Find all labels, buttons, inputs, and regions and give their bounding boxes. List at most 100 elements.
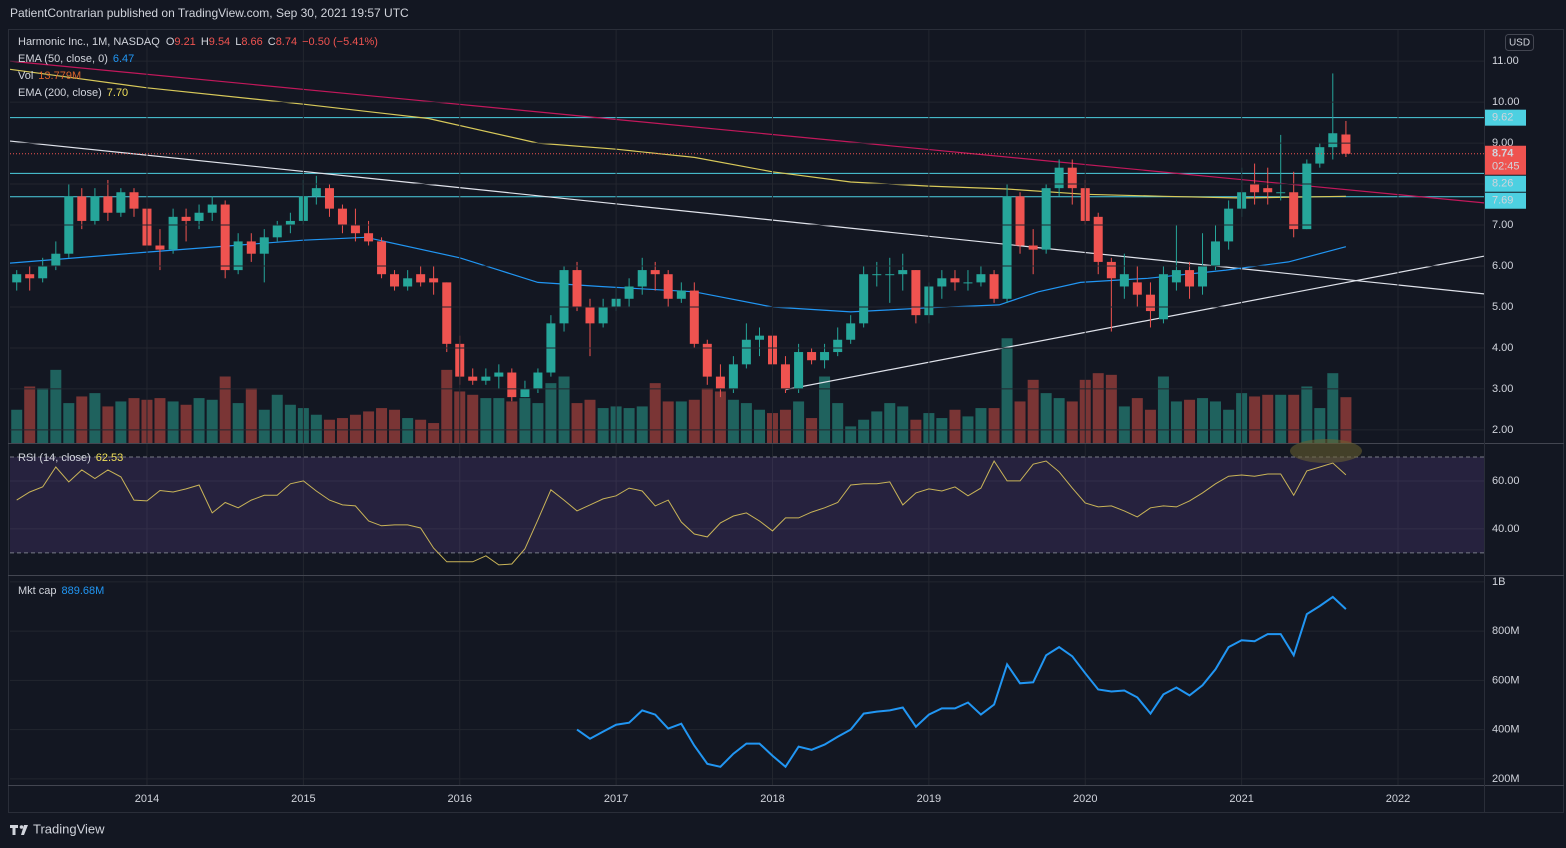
volume-bar bbox=[519, 398, 531, 443]
candle-body bbox=[51, 253, 61, 266]
candle-body bbox=[129, 192, 139, 209]
volume-bar bbox=[1275, 394, 1287, 443]
candle-body bbox=[963, 282, 973, 284]
level-label-box bbox=[1485, 109, 1526, 126]
volume-bar bbox=[532, 403, 544, 443]
volume-bar bbox=[779, 409, 791, 443]
brand: TradingView bbox=[33, 821, 105, 836]
volume-bar bbox=[193, 398, 205, 443]
x-tick-label: 2020 bbox=[1073, 793, 1097, 805]
candle-body bbox=[390, 274, 400, 287]
x-tick-label: 2019 bbox=[917, 793, 941, 805]
y-tick-label: 800M bbox=[1492, 625, 1520, 637]
ema200-value: 7.70 bbox=[107, 87, 128, 99]
volume-bar bbox=[675, 401, 687, 443]
candle-body bbox=[1289, 192, 1299, 230]
volume-bar bbox=[1001, 338, 1013, 443]
volume-bar bbox=[545, 383, 557, 443]
c: C bbox=[268, 36, 276, 48]
y-tick-label: 6.00 bbox=[1492, 260, 1513, 272]
volume-bar bbox=[441, 369, 453, 443]
volume-bar bbox=[1301, 386, 1313, 443]
candle-body bbox=[285, 220, 295, 226]
rsi-value: 62.53 bbox=[96, 452, 124, 464]
currency[interactable]: USD bbox=[1509, 38, 1530, 49]
x-tick-label: 2017 bbox=[604, 793, 628, 805]
candle-body bbox=[12, 274, 22, 283]
volume-bar bbox=[232, 403, 244, 443]
candle-body bbox=[585, 306, 595, 324]
currency-box[interactable] bbox=[1505, 34, 1534, 51]
ema50-name: EMA (50, close, 0) bbox=[18, 53, 108, 65]
volume-bar bbox=[988, 408, 1000, 443]
volume-bar bbox=[597, 408, 609, 443]
legend-rsi: RSI (14, close) 62.53 bbox=[18, 452, 123, 464]
volume-bar bbox=[1340, 397, 1352, 443]
volume-bar bbox=[558, 376, 570, 443]
x-tick-label: 2016 bbox=[447, 793, 471, 805]
volume-bar bbox=[688, 399, 700, 443]
level-label: 7.69 bbox=[1492, 195, 1513, 207]
volume-bar bbox=[975, 408, 987, 443]
highlight bbox=[1290, 439, 1362, 463]
candle-body bbox=[350, 225, 360, 234]
legend-mcap: Mkt cap 889.68M bbox=[18, 585, 104, 597]
volume-bar bbox=[1184, 399, 1196, 443]
candle-body bbox=[337, 208, 347, 226]
volume-bar bbox=[806, 418, 818, 443]
volume-bar bbox=[284, 404, 296, 443]
volume-bar bbox=[245, 388, 257, 443]
volume-bar bbox=[1144, 409, 1156, 443]
y-tick-label: 11.00 bbox=[1492, 55, 1519, 67]
candle-body bbox=[676, 290, 686, 299]
volume-bar bbox=[24, 386, 36, 443]
o: O bbox=[166, 36, 175, 48]
level-label-box bbox=[1485, 192, 1526, 209]
y-tick-label: 600M bbox=[1492, 674, 1520, 686]
candle-body bbox=[833, 339, 843, 353]
legend-ema200: EMA (200, close) 7.70 bbox=[18, 87, 128, 99]
volume-bar bbox=[128, 398, 140, 443]
candle-body bbox=[780, 364, 790, 389]
ema200-name: EMA (200, close) bbox=[18, 87, 102, 99]
candle-body bbox=[1015, 196, 1025, 246]
x-tick-label: 2021 bbox=[1229, 793, 1253, 805]
volume-bar bbox=[936, 418, 948, 443]
level-label: 8.26 bbox=[1492, 178, 1513, 190]
volume-bar bbox=[271, 394, 283, 443]
volume-bar bbox=[1157, 376, 1169, 443]
volume-bar bbox=[506, 401, 518, 443]
rsi-line bbox=[16, 459, 1347, 566]
x-tick-label: 2018 bbox=[760, 793, 784, 805]
candle-body bbox=[1054, 167, 1064, 189]
y-tick-label: 60.00 bbox=[1492, 475, 1520, 487]
legend-ema50: EMA (50, close, 0) 6.47 bbox=[18, 53, 134, 65]
y-tick-label: 400M bbox=[1492, 724, 1520, 736]
y-tick-label: 200M bbox=[1492, 773, 1520, 785]
candle-body bbox=[715, 376, 725, 389]
candle-body bbox=[272, 225, 282, 238]
change: −0.50 (−5.41%) bbox=[302, 36, 378, 48]
volume-bar bbox=[363, 411, 375, 443]
volume-bar bbox=[793, 401, 805, 443]
candle-body bbox=[794, 352, 804, 389]
candle-body bbox=[533, 372, 543, 389]
candle-body bbox=[468, 376, 478, 381]
frame bbox=[8, 29, 1564, 813]
volume-bar bbox=[493, 398, 505, 443]
volume-bar bbox=[115, 401, 127, 443]
candle-body bbox=[311, 188, 321, 197]
candle-body bbox=[898, 270, 908, 275]
volume-bar bbox=[258, 409, 270, 443]
candle-body bbox=[481, 376, 491, 381]
candle-body bbox=[1119, 274, 1129, 287]
volume-bar bbox=[428, 423, 440, 443]
volume-bar bbox=[1170, 401, 1182, 443]
volume-bar bbox=[1223, 409, 1235, 443]
candle-body bbox=[872, 274, 882, 276]
candle-body bbox=[233, 241, 243, 271]
candle-body bbox=[194, 212, 204, 221]
candle-body bbox=[1028, 245, 1038, 250]
volume-bar bbox=[76, 396, 88, 443]
